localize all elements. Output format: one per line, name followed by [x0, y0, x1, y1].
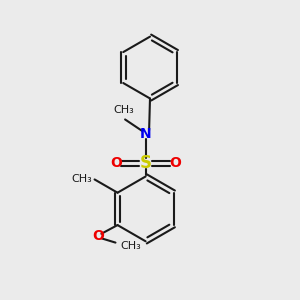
Text: S: S [140, 154, 152, 172]
Text: CH₃: CH₃ [113, 105, 134, 115]
Text: CH₃: CH₃ [71, 174, 92, 184]
Text: CH₃: CH₃ [121, 242, 141, 251]
Text: O: O [169, 156, 181, 170]
Text: N: N [140, 127, 152, 141]
Text: O: O [110, 156, 122, 170]
Text: O: O [92, 229, 104, 243]
